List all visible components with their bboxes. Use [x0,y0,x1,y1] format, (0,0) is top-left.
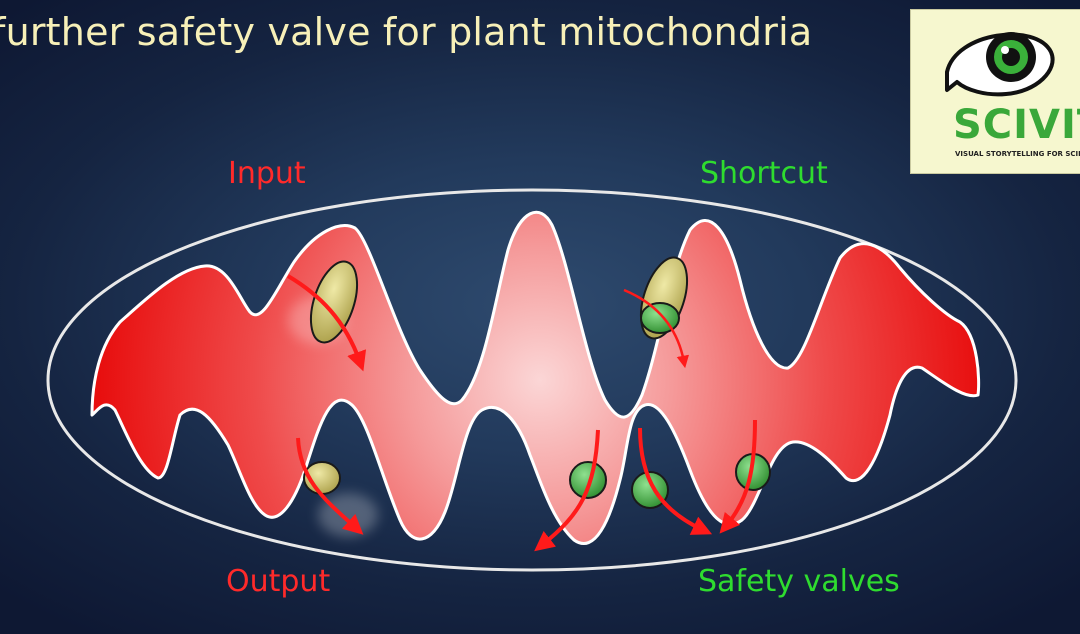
output-arrow [296,437,364,535]
safety-valve-arrow-2 [638,427,713,535]
output-label: Output [226,564,331,599]
shortcut-label: Shortcut [700,156,828,191]
shortcut-green-protein [640,302,680,334]
slide-title: further safety valve for plant mitochond… [0,10,813,54]
safety-valve-arrow-1 [534,429,600,552]
logo-tagline: VISUAL STORYTELLING FOR SCIENCE [955,150,1080,158]
safety-valve-arrow-3 [719,419,757,534]
outer-membrane [46,188,1018,572]
scivit-logo: SCIVIT VISUAL STORYTELLING FOR SCIENCE [910,9,1080,174]
logo-wordmark: SCIVIT [953,102,1080,148]
safety-valve-protein-1 [569,461,607,499]
safety-valves-label: Safety valves [698,564,900,599]
inner-membrane-cristae [90,210,981,545]
input-arrow [286,274,367,372]
eye-icon [945,32,1055,97]
input-label: Input [228,156,306,191]
shortcut-arrow [623,288,689,369]
